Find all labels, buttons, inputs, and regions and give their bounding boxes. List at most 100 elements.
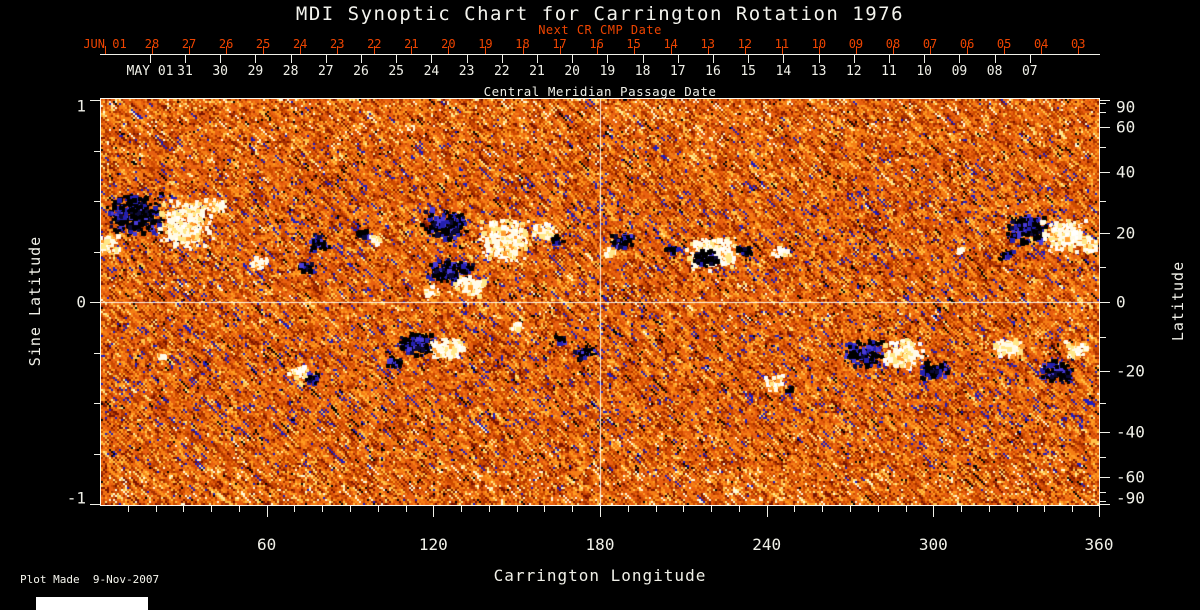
next-cr-date-label: 06	[959, 37, 975, 51]
cmp-date-label: 14	[775, 64, 792, 79]
next-cr-date-label: 09	[848, 37, 864, 51]
cmp-tick	[818, 55, 820, 63]
next-cr-date-label: 08	[885, 37, 901, 51]
next-cr-date-label: 21	[404, 37, 419, 51]
longitude-minor-tick	[850, 506, 851, 512]
cmp-date-label: 15	[740, 64, 757, 79]
carrington-longitude-axis-title: Carrington Longitude	[493, 566, 707, 585]
sine-latitude-tick	[94, 352, 100, 354]
sine-latitude-tick	[94, 201, 100, 202]
cmp-axis-line	[100, 54, 1100, 55]
latitude-tick-label: -40	[1116, 422, 1145, 442]
longitude-tick-label: 60	[257, 535, 277, 554]
cmp-date-label: 26	[353, 64, 369, 79]
longitude-major-tick	[1099, 506, 1100, 517]
cmp-date-label: 24	[423, 64, 440, 79]
cmp-tick	[290, 55, 292, 63]
longitude-minor-tick	[794, 506, 796, 512]
longitude-minor-tick	[1016, 506, 1018, 512]
cmp-date-label: 25	[388, 64, 405, 79]
longitude-minor-tick	[405, 506, 407, 512]
sine-latitude-tick	[94, 403, 100, 404]
next-cr-date-label: 25	[255, 37, 271, 51]
latitude-tick	[1100, 504, 1110, 505]
sine-latitude-axis-title: Sine Latitude	[26, 235, 44, 367]
footer-white-box	[36, 597, 148, 610]
next-cr-tick	[226, 46, 228, 54]
next-cr-date-label: 26	[218, 37, 234, 51]
next-cr-date-label: 04	[1033, 37, 1049, 51]
next-cr-date-label: 28	[144, 37, 160, 51]
next-cr-tick	[967, 46, 969, 54]
next-cr-date-label: 16	[589, 37, 604, 51]
cmp-date-label: 16	[705, 64, 721, 79]
cmp-date-label: 12	[845, 64, 862, 79]
next-cr-date-label: 24	[292, 37, 308, 51]
next-cr-date-label: 03	[1071, 37, 1086, 51]
cmp-tick	[220, 55, 222, 63]
latitude-tick	[1100, 431, 1110, 433]
latitude-tick-label: -90	[1116, 488, 1145, 508]
cmp-tick	[396, 55, 398, 63]
next-cr-date-label: 18	[515, 37, 530, 51]
cmp-date-label: 28	[282, 64, 299, 79]
latitude-tick	[1100, 172, 1110, 174]
longitude-major-tick	[766, 506, 768, 517]
cmp-date-label: 09	[951, 64, 968, 79]
longitude-minor-tick	[516, 506, 518, 512]
cmp-date-label: 08	[986, 64, 1003, 79]
next-cr-tick	[411, 46, 413, 54]
cmp-tick	[889, 55, 890, 63]
cmp-tick	[361, 55, 362, 63]
latitude-tick-label: 0	[1116, 292, 1126, 312]
next-cr-tick	[263, 46, 265, 54]
longitude-minor-tick	[627, 506, 629, 512]
latitude-tick	[1100, 112, 1106, 114]
longitude-minor-tick	[1044, 506, 1046, 512]
sine-latitude-tick	[94, 453, 100, 455]
cmp-date-label: 07	[1021, 64, 1038, 79]
next-cr-tick	[105, 46, 106, 54]
sine-latitude-tick	[94, 150, 100, 152]
longitude-tick-label: 300	[918, 535, 948, 554]
longitude-tick-label: 360	[1084, 535, 1114, 554]
latitude-tick	[1100, 266, 1106, 268]
longitude-minor-tick	[572, 506, 574, 512]
next-cr-tick	[930, 46, 932, 54]
cmp-tick	[185, 55, 186, 63]
next-cr-date-label: 17	[552, 37, 567, 51]
longitude-minor-tick	[294, 506, 296, 512]
cmp-tick	[994, 55, 996, 63]
plot-made-label: Plot Made 9-Nov-2007	[20, 573, 160, 586]
cmp-tick	[255, 55, 257, 63]
longitude-tick-label: 120	[418, 535, 448, 554]
next-cr-tick	[189, 46, 191, 54]
magnetogram-canvas	[101, 99, 1099, 505]
latitude-tick	[1100, 491, 1106, 493]
cmp-tick	[924, 55, 926, 63]
latitude-tick-label: 90	[1116, 97, 1136, 117]
cmp-tick	[150, 55, 151, 63]
next-cr-tick	[300, 46, 302, 54]
cmp-tick	[607, 55, 609, 63]
next-cr-tick	[818, 46, 820, 54]
cmp-tick	[748, 55, 750, 63]
next-cr-date-label: 23	[330, 37, 345, 51]
latitude-tick	[1100, 403, 1106, 404]
next-cr-date-label: 07	[922, 37, 938, 51]
longitude-minor-tick	[988, 506, 990, 512]
cmp-tick	[325, 55, 327, 63]
next-cr-tick	[448, 46, 450, 54]
next-cr-axis-title: Next CR CMP Date	[538, 23, 662, 37]
sine-latitude-tick	[90, 100, 100, 101]
longitude-major-tick	[433, 506, 435, 517]
longitude-minor-tick	[350, 506, 351, 512]
latitude-tick	[1100, 302, 1110, 303]
longitude-minor-tick	[655, 506, 657, 512]
longitude-minor-tick	[461, 506, 463, 512]
next-cr-tick	[893, 46, 894, 54]
cmp-date-label: 17	[669, 64, 686, 79]
longitude-minor-tick	[822, 506, 824, 512]
cmp-date-label: 29	[247, 64, 264, 79]
sine-latitude-tick	[90, 302, 100, 303]
